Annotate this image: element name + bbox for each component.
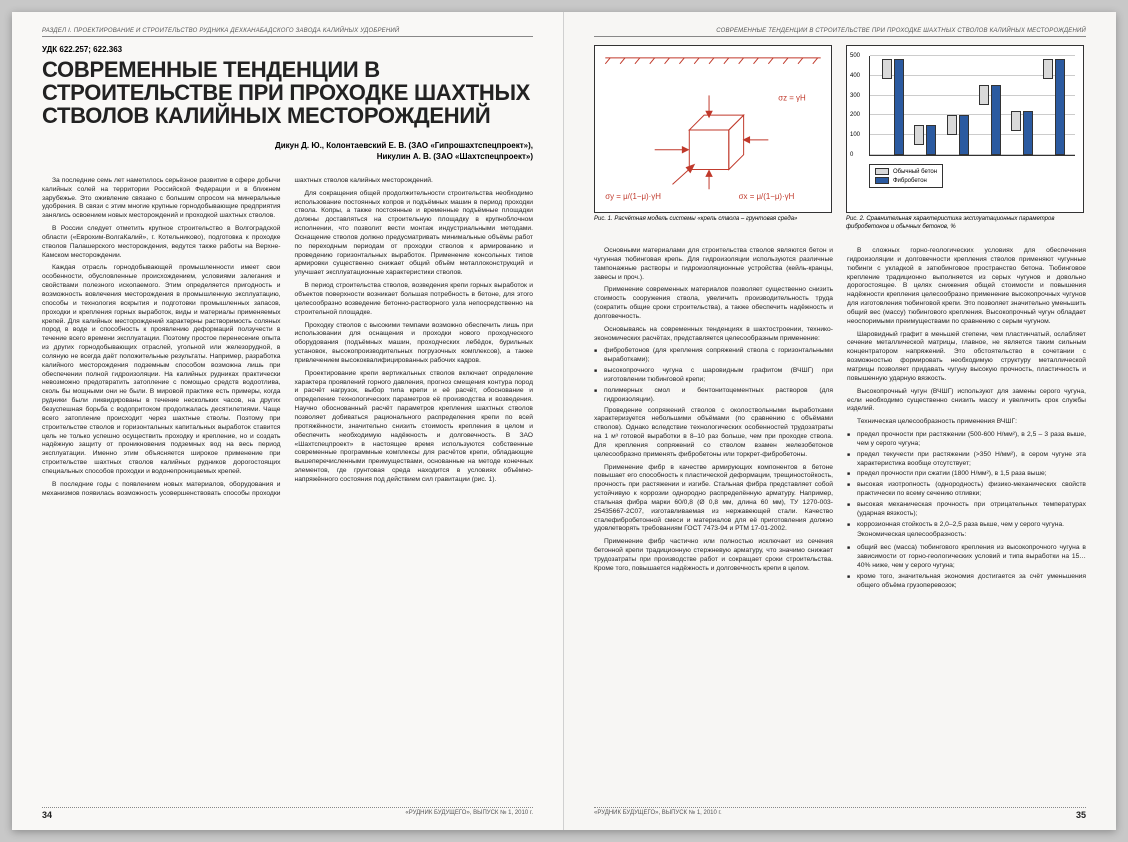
bullet-item: высокопрочного чугуна с шаровидным графи… (594, 367, 833, 385)
article-title: СОВРЕМЕННЫЕ ТЕНДЕНЦИИ В СТРОИТЕЛЬСТВЕ ПР… (42, 58, 533, 127)
body-para: Проходку стволов с высокими темпами возм… (295, 322, 534, 366)
chart-bar (894, 59, 904, 155)
footer-left: 34 «РУДНИК БУДУЩЕГО», ВЫПУСК № 1, 2010 г… (42, 807, 533, 820)
figure-2-chart: 0 100 200 300 400 500 Обычный бетон Фибробето… (846, 45, 1084, 213)
running-header-right: СОВРЕМЕННЫЕ ТЕНДЕНЦИИ В СТРОИТЕЛЬСТВЕ ПР… (594, 28, 1086, 37)
figure-1-caption: Рис. 1. Расчётная модель системы «крепь … (594, 216, 832, 224)
running-header-left: РАЗДЕЛ I. ПРОЕКТИРОВАНИЕ И СТРОИТЕЛЬСТВО… (42, 28, 533, 37)
chart-bar (1011, 111, 1021, 131)
body-columns-right: Основными материалами для строительства … (594, 247, 1086, 591)
body-para: Проведение сопряжений стволов с околоств… (594, 407, 833, 460)
figure-2-caption: Рис. 2. Сравнительная характеристика экс… (846, 216, 1084, 231)
body-para: В России следует отметить крупное строит… (42, 225, 281, 260)
body-para: Применение фибр частично или полностью и… (594, 538, 833, 573)
body-para: За последние семь лет наметилось серьёзн… (42, 177, 281, 221)
udk-code: УДК 622.257; 622.363 (42, 45, 533, 54)
body-para: Высокопрочный чугун (ВЧШГ) используют дл… (847, 388, 1086, 415)
body-para: Шаровидный графит в меньшей степени, чем… (847, 331, 1086, 384)
bullet-list: предел прочности при растяжении (500-600… (847, 431, 1086, 529)
body-para: Для сокращения общей продолжительности с… (295, 190, 534, 278)
body-para: Применение современных материалов позвол… (594, 286, 833, 321)
page-spread: РАЗДЕЛ I. ПРОЕКТИРОВАНИЕ И СТРОИТЕЛЬСТВО… (12, 12, 1116, 830)
body-para: В сложных горно-геологических условиях д… (847, 247, 1086, 327)
bullet-item: высокая изотропность (однородность) физи… (847, 481, 1086, 499)
bullet-item: высокая механическая прочность при отриц… (847, 501, 1086, 519)
authors-line1: Дикун Д. Ю., Колонтаевский Е. В. (ЗАО «Г… (275, 141, 533, 150)
chart-ytick: 200 (850, 112, 860, 118)
body-para: Основными материалами для строительства … (594, 247, 833, 282)
chart-ytick: 500 (850, 53, 860, 59)
bullet-list: общий вес (масса) тюбингового крепления … (847, 544, 1086, 590)
bar-group (947, 115, 969, 155)
bullet-item: коррозионная стойкость в 2,0–2,5 раза вы… (847, 521, 1086, 530)
chart-bar (1043, 59, 1053, 79)
chart-ytick: 0 (850, 152, 853, 158)
authors-line2: Никулин А. В. (ЗАО «Шахтспецпроект») (377, 152, 533, 161)
fig1-label-sx: σx = μ/(1−μ)·γH (739, 192, 795, 201)
figure-2-wrapper: 0 100 200 300 400 500 Обычный бетон Фибробето… (846, 45, 1084, 241)
chart-bar (947, 115, 957, 135)
left-page: РАЗДЕЛ I. ПРОЕКТИРОВАНИЕ И СТРОИТЕЛЬСТВО… (12, 12, 564, 830)
body-columns-left: За последние семь лет наметилось серьёзн… (42, 177, 533, 499)
body-para: Каждая отрасль горнодобывающей промышлен… (42, 264, 281, 476)
bullet-item: фибробетонов (для крепления сопряжений с… (594, 347, 833, 365)
body-para: Основываясь на современных тенденциях в … (594, 326, 833, 344)
chart-bar (882, 59, 892, 79)
bar-group (979, 85, 1001, 155)
chart-ytick: 100 (850, 132, 860, 138)
figure-1-wrapper: σz = γH σy = μ/(1−μ)·γH σx = μ/(1−μ)·γH … (594, 45, 832, 241)
body-para: Проектирование крепи вертикальных стволо… (295, 370, 534, 485)
chart-bar (959, 115, 969, 155)
bullet-item: общий вес (масса) тюбингового крепления … (847, 544, 1086, 571)
chart-bar (979, 85, 989, 105)
chart-bar (1055, 59, 1065, 155)
chart-legend: Обычный бетон Фибробетон (869, 164, 943, 188)
figures-row: σz = γH σy = μ/(1−μ)·γH σx = μ/(1−μ)·γH … (594, 45, 1086, 241)
bullet-item: предел текучести при растяжении (>350 Н/… (847, 451, 1086, 469)
bullet-item: предел прочности при сжатии (1800 Н/мм²)… (847, 470, 1086, 479)
chart-bar (1023, 111, 1033, 155)
bar-group (1043, 59, 1065, 155)
legend-item-fiber: Фибробетон (875, 177, 937, 184)
issue-info-right: «РУДНИК БУДУЩЕГО», ВЫПУСК № 1, 2010 г. (594, 810, 722, 820)
bullet-item: предел прочности при растяжении (500-600… (847, 431, 1086, 449)
bar-group (1011, 111, 1033, 155)
bullet-item: кроме того, значительная экономия достиг… (847, 573, 1086, 591)
body-para: Применение фибр в качестве армирующих ко… (594, 464, 833, 535)
chart-bar (914, 125, 924, 145)
chart-ytick: 300 (850, 93, 860, 99)
bar-group (882, 59, 904, 155)
page-number-left: 34 (42, 810, 52, 820)
footer-right: 35 «РУДНИК БУДУЩЕГО», ВЫПУСК № 1, 2010 г… (594, 807, 1086, 820)
fig1-label-sz: σz = γH (778, 93, 806, 102)
bullet-item: полимерных смол и бентонитоцементных рас… (594, 387, 833, 405)
chart-bar (991, 85, 1001, 155)
fig1-label-sy: σy = μ/(1−μ)·γH (605, 192, 661, 201)
figure-1-diagram: σz = γH σy = μ/(1−μ)·γH σx = μ/(1−μ)·γH (594, 45, 832, 213)
body-para: Техническая целесообразность применения … (847, 418, 1086, 427)
right-page: СОВРЕМЕННЫЕ ТЕНДЕНЦИИ В СТРОИТЕЛЬСТВЕ ПР… (564, 12, 1116, 830)
authors-block: Дикун Д. Ю., Колонтаевский Е. В. (ЗАО «Г… (42, 141, 533, 163)
legend-label-fiber: Фибробетон (893, 178, 927, 184)
issue-info-left: «РУДНИК БУДУЩЕГО», ВЫПУСК № 1, 2010 г. (405, 810, 533, 820)
page-number-right: 35 (1076, 810, 1086, 820)
legend-item-regular: Обычный бетон (875, 168, 937, 175)
legend-label-regular: Обычный бетон (893, 169, 937, 175)
bar-group (914, 125, 936, 155)
body-para: В период строительства стволов, возведен… (295, 282, 534, 317)
body-para: Экономическая целесообразность: (847, 531, 1086, 540)
chart-bar (926, 125, 936, 155)
bullet-list: фибробетонов (для крепления сопряжений с… (594, 347, 833, 404)
chart-ytick: 400 (850, 73, 860, 79)
